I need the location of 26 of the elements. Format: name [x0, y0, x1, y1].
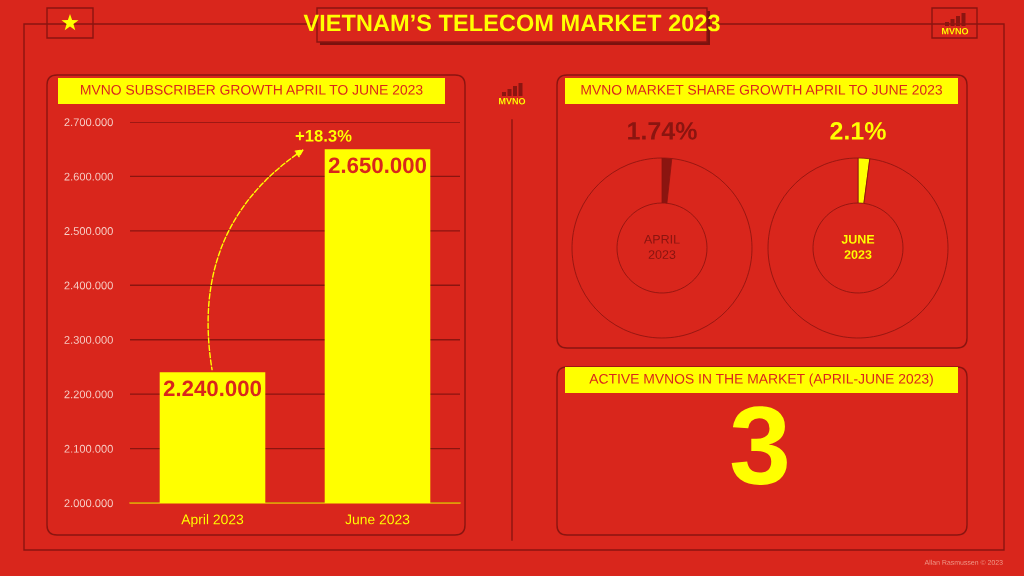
text: JUNE 2023: [841, 234, 875, 260]
x-tick-label: April 2023: [181, 514, 244, 528]
text: VIETNAM’S TELECOM MARKET 2023: [303, 14, 720, 32]
annotation: +18.3%: [295, 129, 352, 142]
text: 3: [731, 406, 787, 485]
data-label: 2.650.000: [328, 157, 427, 174]
x-tick-label: June 2023: [345, 514, 410, 525]
y-tick-label: 2.300.000: [64, 335, 113, 344]
chart-title: MVNO SUBSCRIBER GROWTH APRIL TO JUNE 2023: [81, 84, 423, 95]
chart-title: MVNO MARKET SHARE GROWTH APRIL TO JUNE 2023: [581, 84, 943, 95]
text: ACTIVE MVNOS IN THE MARKET (APRIL-JUNE 2023): [589, 373, 933, 387]
y-tick-label: 2.500.000: [64, 227, 113, 235]
y-tick-label: 2.100.000: [64, 444, 113, 453]
y-tick-label: 2.000.000: [64, 499, 113, 508]
data-label: 2.1%: [830, 122, 886, 140]
y-tick-label: 2.600.000: [64, 172, 113, 181]
data-label: 1.74%: [628, 122, 697, 140]
text: APRIL 2023: [643, 234, 680, 259]
y-tick-label: 2.400.000: [64, 281, 113, 290]
y-tick-label: 2.700.000: [64, 118, 113, 127]
text: MVNO: [499, 98, 526, 105]
data-label: 2.240.000: [163, 380, 262, 397]
y-tick-label: 2.200.000: [64, 390, 113, 399]
donut-slice: [767, 157, 949, 339]
text: MVNO: [942, 28, 969, 35]
donut-slice: [571, 157, 753, 339]
